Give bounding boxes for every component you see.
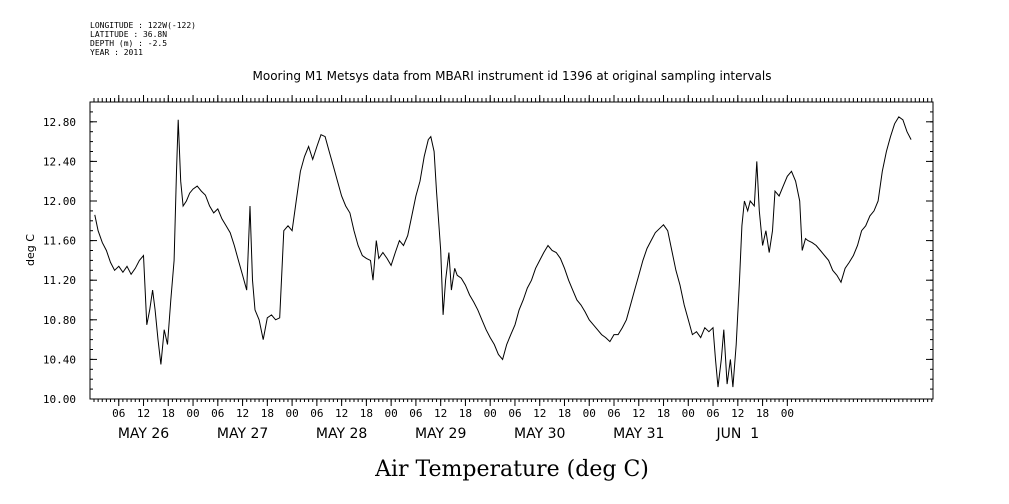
x-hour-label: 18 (459, 407, 472, 420)
x-day-label: JUN 1 (715, 426, 759, 442)
x-hour-label: 18 (657, 407, 670, 420)
year-text: YEAR : 2011 (90, 48, 143, 57)
x-hour-label: 00 (781, 407, 794, 420)
y-tick-label: 12.80 (43, 116, 76, 129)
x-hour-label: 00 (285, 407, 298, 420)
x-axis: 06 12 18 00 06 12 18 00 06 12 18 00 06 12 18 00 06 12 18 00… (112, 95, 794, 420)
y-tick-label: 12.40 (43, 155, 76, 168)
chart-title: Mooring M1 Metsys data from MBARI instru… (253, 69, 772, 83)
y-tick-label: 10.40 (43, 353, 76, 366)
y-axis-label: deg C (24, 234, 37, 266)
x-hour-label: 12 (137, 407, 150, 420)
x-axis-caption: Air Temperature (deg C) (374, 457, 649, 482)
x-hour-label: 18 (162, 407, 175, 420)
x-day-label: MAY 26 (118, 426, 169, 442)
x-hour-label: 00 (385, 407, 398, 420)
x-day-label: MAY 27 (217, 426, 268, 442)
x-hour-label: 12 (434, 407, 447, 420)
x-day-label: MAY 29 (415, 426, 466, 442)
station-metadata: LONGITUDE : 122W(-122) LATITUDE : 36.8N … (90, 21, 196, 57)
y-tick-label: 11.20 (43, 274, 76, 287)
x-hour-label: 00 (186, 407, 199, 420)
x-hour-label: 00 (682, 407, 695, 420)
x-hour-label: 06 (508, 407, 521, 420)
x-hour-label: 12 (632, 407, 645, 420)
y-tick-label: 11.60 (43, 235, 76, 248)
x-hour-label: 06 (310, 407, 323, 420)
minor-tick-marks (93, 98, 933, 402)
x-hour-label: 00 (484, 407, 497, 420)
y-tick-label: 10.00 (43, 393, 76, 406)
depth-text: DEPTH (m) : -2.5 (90, 39, 168, 48)
y-axis: 10.00 10.40 10.80 11.20 11.60 12.00 12.40 12.80 (43, 101, 933, 406)
x-hour-label: 12 (335, 407, 348, 420)
x-hour-label: 12 (236, 407, 249, 420)
x-day-label: MAY 28 (316, 426, 367, 442)
x-hour-label: 00 (583, 407, 596, 420)
x-hour-label: 12 (731, 407, 744, 420)
x-day-label: MAY 30 (514, 426, 565, 442)
plot-frame (89, 101, 934, 400)
x-day-labels: MAY 26 MAY 27 MAY 28 MAY 29 MAY 30 MAY 31 JUN … (118, 426, 759, 442)
x-hour-label: 06 (211, 407, 224, 420)
x-hour-label: 18 (261, 407, 274, 420)
x-hour-label: 18 (558, 407, 571, 420)
y-tick-label: 10.80 (43, 314, 76, 327)
x-day-label: MAY 31 (613, 426, 664, 442)
x-hour-label: 06 (112, 407, 125, 420)
latitude-text: LATITUDE : 36.8N (90, 30, 168, 39)
x-hour-label: 18 (756, 407, 769, 420)
x-hour-label: 18 (360, 407, 373, 420)
x-hour-label: 06 (409, 407, 422, 420)
temperature-series-line (94, 116, 912, 388)
y-tick-label: 12.00 (43, 195, 76, 208)
x-hour-label: 06 (607, 407, 620, 420)
longitude-text: LONGITUDE : 122W(-122) (90, 21, 196, 30)
x-hour-label: 12 (533, 407, 546, 420)
x-hour-label: 06 (706, 407, 719, 420)
